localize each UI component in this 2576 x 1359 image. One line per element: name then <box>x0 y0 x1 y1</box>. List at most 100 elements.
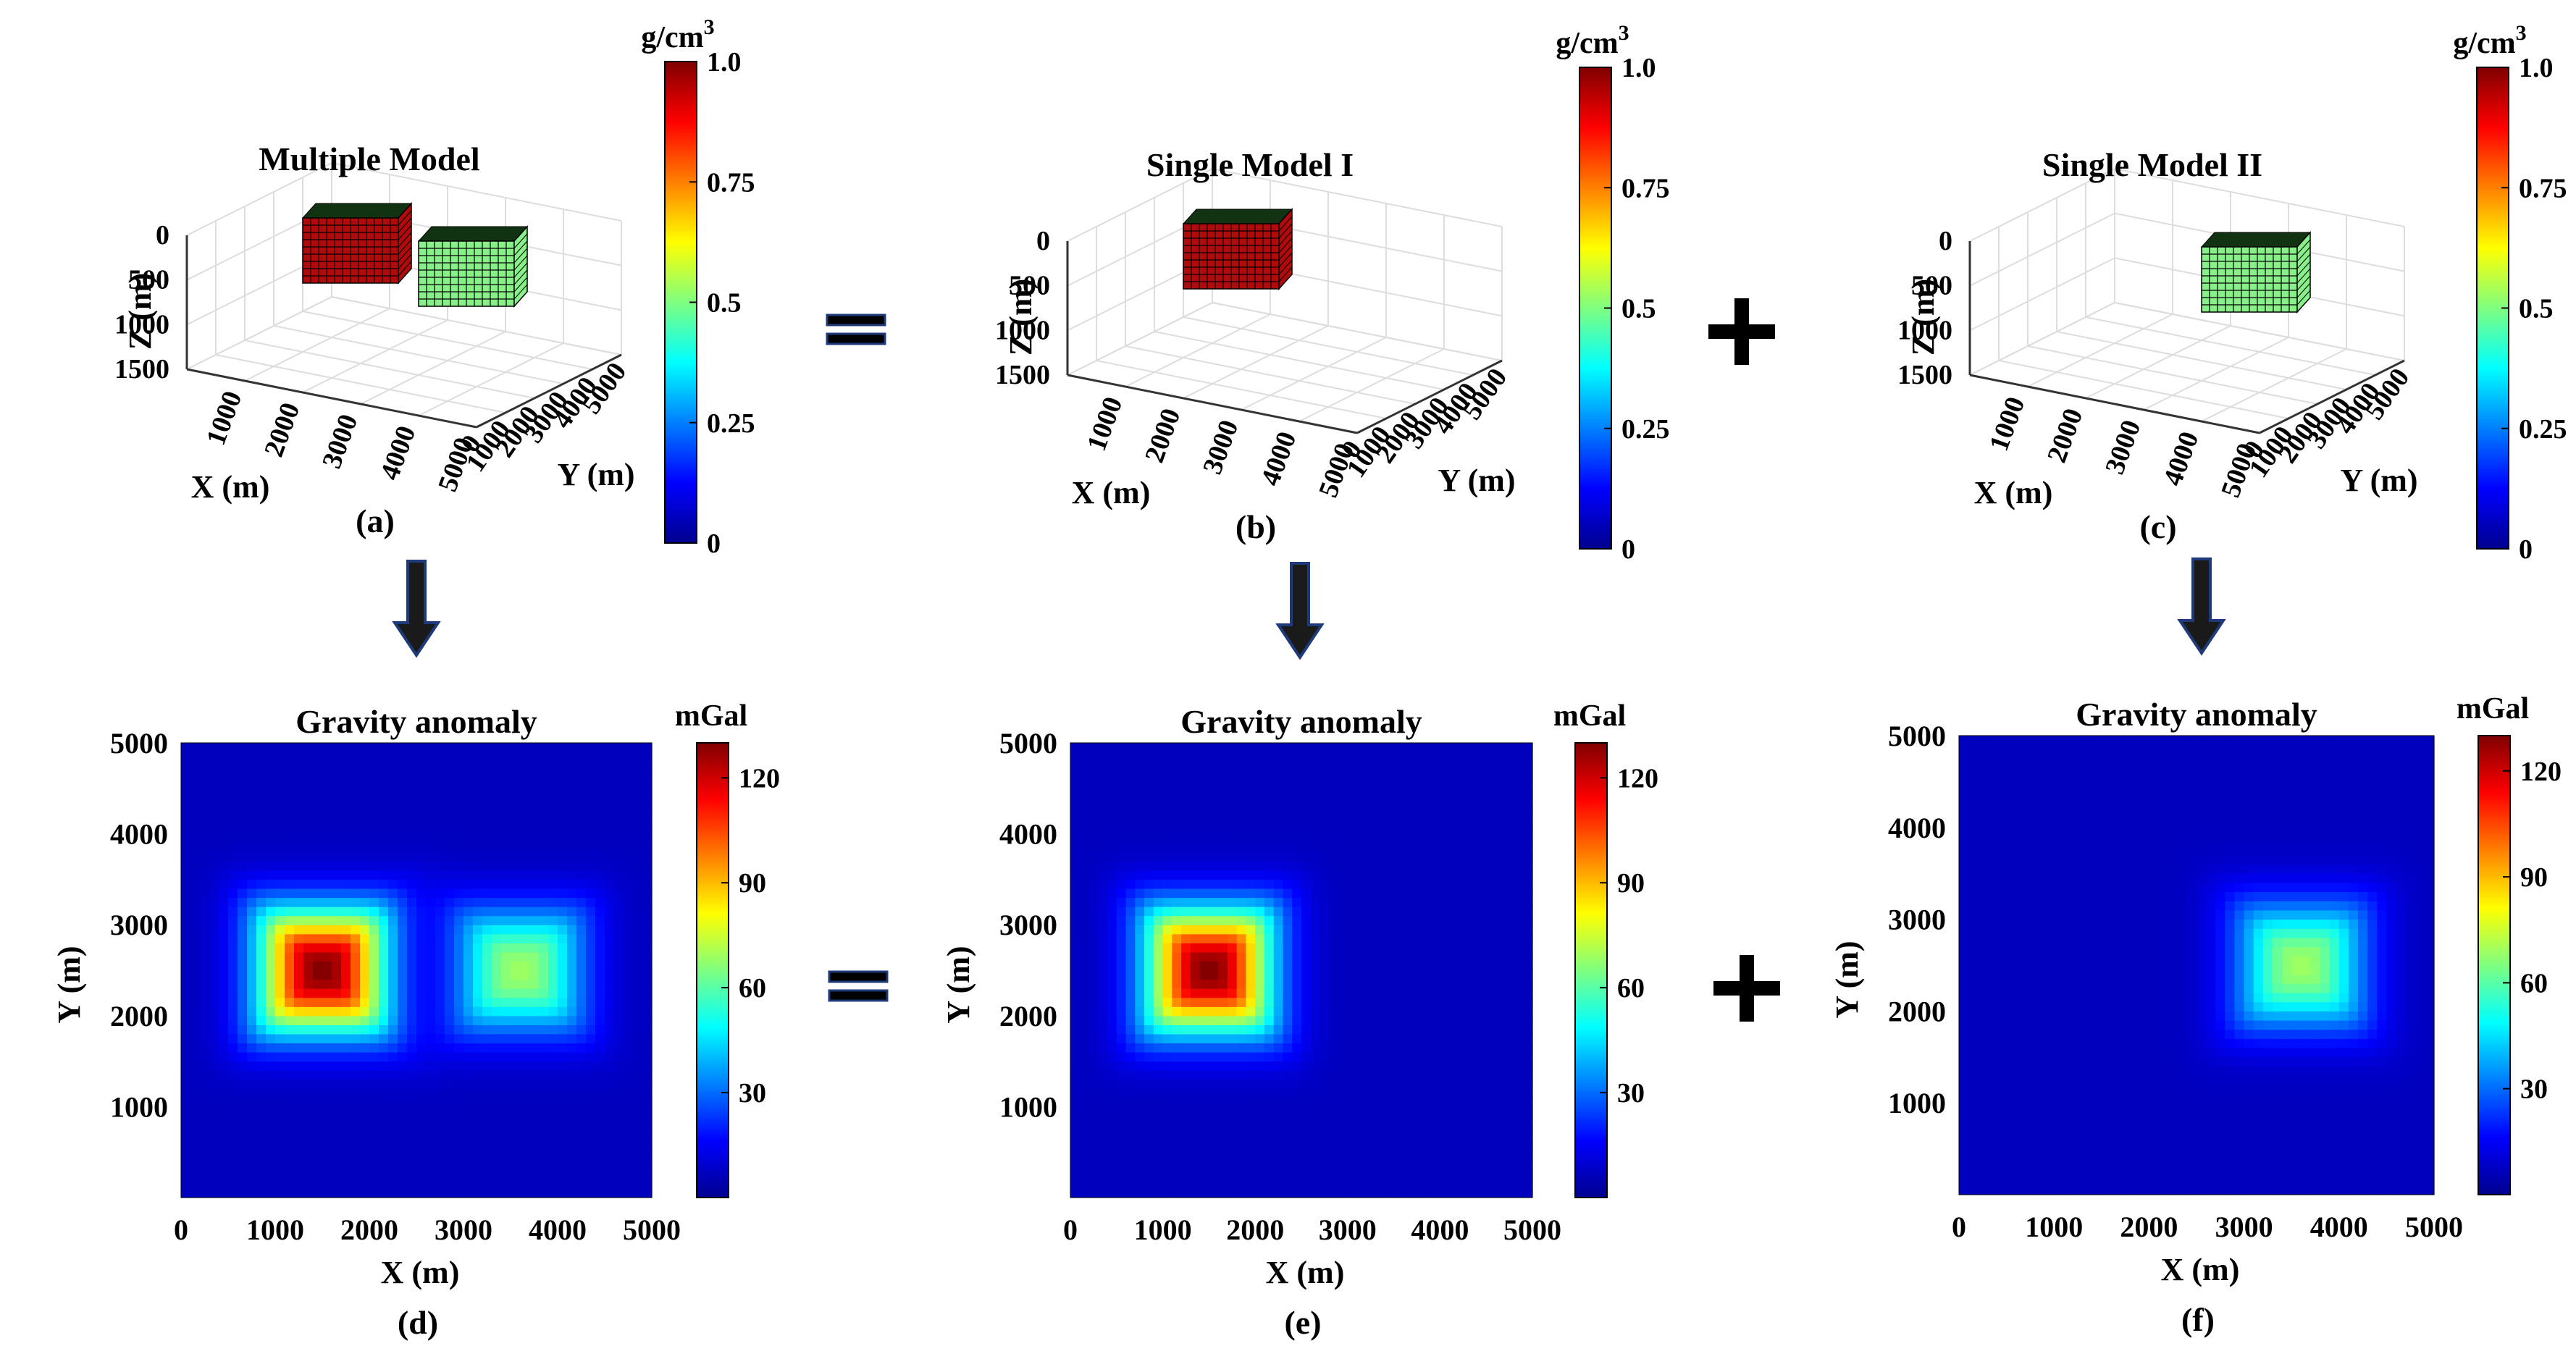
heatmap-cell <box>595 779 605 789</box>
heatmap-cell <box>209 1097 219 1107</box>
heatmap-cell <box>520 825 530 835</box>
heatmap-cell <box>351 1070 361 1080</box>
heatmap-cell <box>1366 1024 1376 1035</box>
heatmap-cell <box>1292 825 1302 835</box>
heatmap-cell <box>445 1134 455 1144</box>
heatmap-cell <box>1283 933 1293 943</box>
heatmap-cell <box>1070 1015 1081 1025</box>
heatmap-cell <box>1218 779 1228 789</box>
heatmap-cell <box>586 951 596 962</box>
heatmap-cell <box>285 897 295 907</box>
heatmap-cell <box>1144 851 1154 862</box>
heatmap-cell <box>1356 997 1367 1007</box>
heatmap-cell <box>520 888 530 899</box>
heatmap-cell <box>492 961 502 971</box>
heatmap-cell <box>1458 1179 1469 1190</box>
heatmap-cell <box>398 833 408 843</box>
heatmap-cell <box>482 1188 492 1198</box>
heatmap-cell <box>190 797 201 807</box>
heatmap-cell <box>238 743 248 753</box>
heatmap-cell <box>633 915 643 925</box>
heatmap-cell <box>1070 1143 1081 1153</box>
heatmap-cell <box>1162 888 1172 899</box>
heatmap-cell <box>1366 1079 1376 1089</box>
heatmap-cell <box>416 979 427 989</box>
heatmap-cell <box>473 970 483 980</box>
heatmap-cell <box>1264 1024 1275 1035</box>
heatmap-cell <box>435 1115 445 1126</box>
heatmap-cell <box>558 951 568 962</box>
heatmap-cell <box>492 806 502 817</box>
heatmap-cell <box>454 933 464 943</box>
heatmap-cell <box>558 1152 568 1162</box>
heatmap-cell <box>303 1124 314 1135</box>
heatmap-cell <box>1430 1152 1440 1162</box>
heatmap-cell <box>1292 1061 1302 1071</box>
heatmap-cell <box>200 825 210 835</box>
heatmap-cell <box>1366 1179 1376 1190</box>
heatmap-cell <box>407 825 417 835</box>
heatmap-cell <box>520 1079 530 1089</box>
heatmap-cell <box>492 797 502 807</box>
heatmap-cell <box>1320 1006 1330 1017</box>
heatmap-cell <box>1329 1088 1339 1098</box>
heatmap-cell <box>548 843 558 853</box>
heatmap-cell <box>209 752 219 762</box>
heatmap-cell <box>369 1043 379 1053</box>
heatmap-cell <box>1218 961 1228 971</box>
heatmap-cell <box>219 1170 229 1180</box>
heatmap-cell <box>181 879 191 889</box>
heatmap-cell <box>388 1006 398 1017</box>
heatmap-cell <box>1070 1052 1081 1062</box>
heatmap-cell <box>1255 1015 1265 1025</box>
heatmap-cell <box>1079 1143 1090 1153</box>
grid-line <box>1067 302 1213 376</box>
heatmap-cell <box>473 1070 483 1080</box>
heatmap-cell <box>407 970 417 980</box>
heatmap-cell <box>511 825 521 835</box>
heatmap-cell <box>1403 933 1413 943</box>
heatmap-cell <box>209 979 219 989</box>
heatmap-cell <box>529 1015 540 1025</box>
heatmap-cell <box>642 1134 653 1144</box>
heatmap-cell <box>238 1079 248 1089</box>
heatmap-cell <box>388 1015 398 1025</box>
heatmap-cell <box>1273 1161 1284 1171</box>
block-mesh-line <box>2296 253 2311 269</box>
heatmap-cell <box>558 752 568 762</box>
heatmap-cell <box>567 843 577 853</box>
heatmap-cell <box>482 743 492 753</box>
heatmap-cell <box>454 1134 464 1144</box>
heatmap-cell <box>388 925 398 935</box>
heatmap-cell <box>379 906 389 917</box>
heatmap-cell <box>247 1088 257 1098</box>
heatmap-cell <box>435 1188 445 1198</box>
heatmap-cell <box>463 997 474 1007</box>
heatmap-cell <box>200 1188 210 1198</box>
heatmap-cell <box>1356 806 1367 817</box>
heatmap-cell <box>1116 951 1127 962</box>
heatmap-cell <box>1347 1043 1358 1053</box>
heatmap-cell <box>1190 1170 1201 1180</box>
heatmap-cell <box>322 1061 332 1071</box>
heatmap-cell <box>228 1070 238 1080</box>
heatmap-cell <box>1403 888 1413 899</box>
heatmap-cell <box>445 888 455 899</box>
heatmap-cell <box>351 961 361 971</box>
heatmap-cell <box>482 888 492 899</box>
heatmap-cell <box>595 933 605 943</box>
grid-line <box>215 354 506 413</box>
heatmap-cell <box>190 915 201 925</box>
heatmap-cell <box>322 961 332 971</box>
heatmap-cell <box>642 906 653 917</box>
heatmap-cell <box>642 870 653 880</box>
heatmap-cell <box>520 1006 530 1017</box>
heatmap-cell <box>1301 1061 1312 1071</box>
heatmap-cell <box>548 1043 558 1053</box>
heatmap-cell <box>548 961 558 971</box>
heatmap-cell <box>1236 979 1247 989</box>
heatmap-cell <box>1356 888 1367 899</box>
heatmap-cell <box>1181 825 1191 835</box>
heatmap-cell <box>633 1161 643 1171</box>
heatmap-cell <box>576 961 587 971</box>
